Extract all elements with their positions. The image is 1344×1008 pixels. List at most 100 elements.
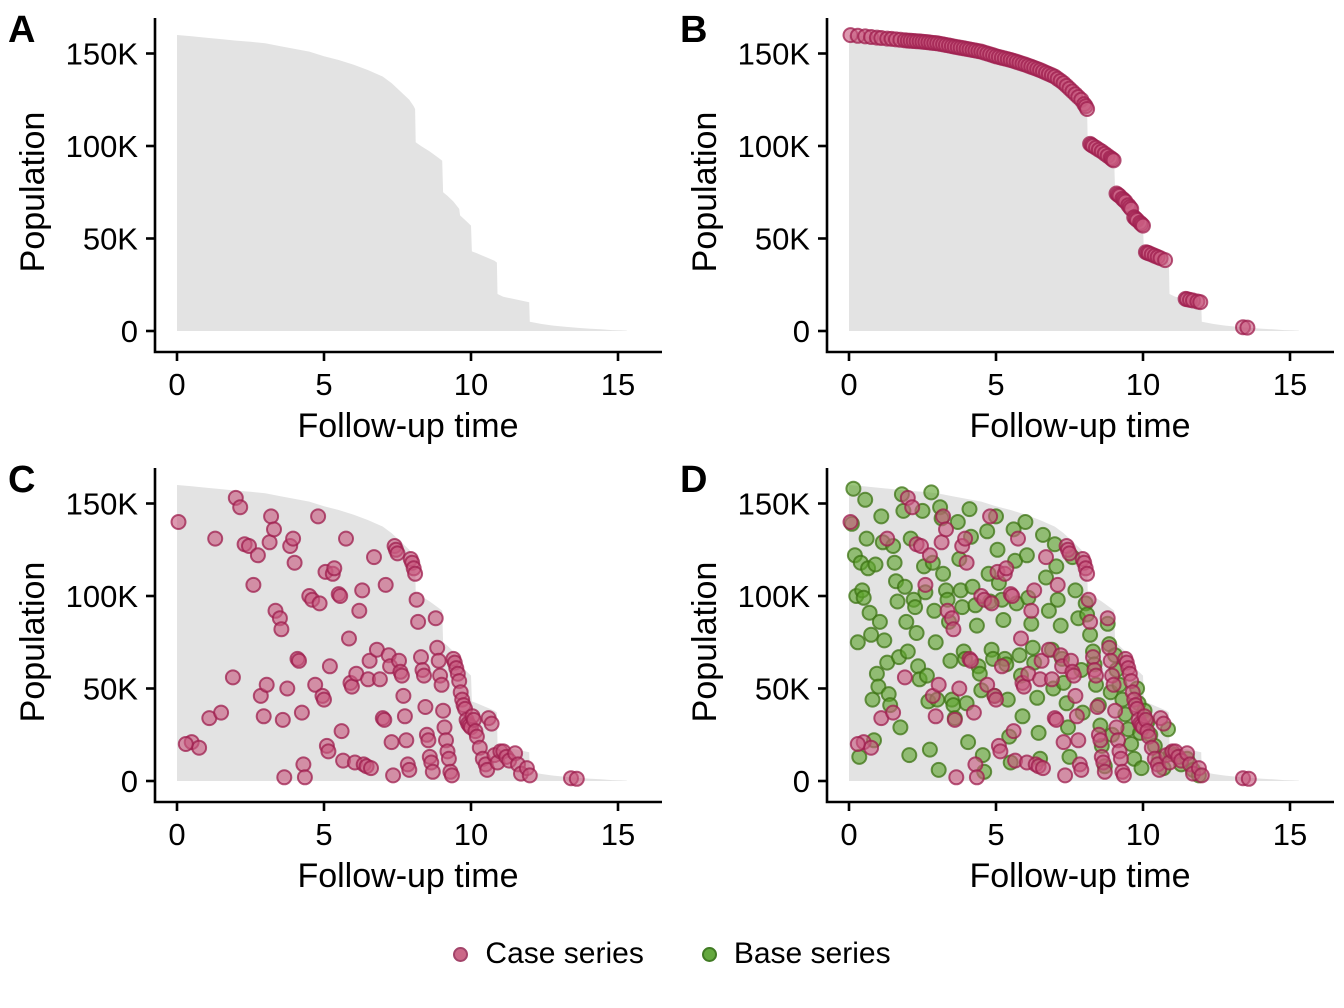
base-point bbox=[851, 748, 868, 765]
case-point bbox=[968, 769, 985, 786]
case-point bbox=[1240, 770, 1257, 787]
case-point bbox=[363, 760, 379, 777]
base-point bbox=[855, 589, 872, 606]
base-point bbox=[898, 613, 915, 630]
case-point bbox=[945, 621, 962, 638]
y-tick-label: 150K bbox=[738, 37, 811, 72]
x-tick-label: 15 bbox=[601, 367, 635, 402]
case-point bbox=[395, 687, 412, 704]
case-point bbox=[879, 530, 896, 547]
case-point bbox=[1080, 591, 1097, 608]
case-point bbox=[1035, 760, 1051, 777]
case-point bbox=[1068, 708, 1085, 725]
base-point bbox=[968, 617, 985, 634]
base-point bbox=[864, 691, 881, 708]
case-point bbox=[1010, 530, 1026, 547]
case-point bbox=[443, 767, 460, 784]
case-point bbox=[982, 508, 999, 525]
case-point bbox=[1038, 549, 1054, 566]
x-tick-label: 15 bbox=[1273, 367, 1307, 402]
base-point bbox=[1011, 647, 1028, 664]
case-point bbox=[1026, 582, 1043, 599]
legend-label-case-series: Case series bbox=[485, 937, 644, 970]
case-point bbox=[361, 652, 378, 669]
x-axis-title: Follow-up time bbox=[969, 857, 1190, 895]
axis-lines bbox=[825, 468, 1334, 804]
case-point bbox=[377, 576, 394, 593]
case-point bbox=[261, 534, 278, 551]
case-point bbox=[1108, 719, 1125, 736]
case-point bbox=[1079, 565, 1096, 582]
case-point bbox=[1057, 767, 1074, 784]
case-point bbox=[224, 669, 241, 686]
x-tick-label: 5 bbox=[987, 817, 1004, 852]
case-point bbox=[1096, 763, 1113, 780]
case-point bbox=[904, 499, 921, 516]
x-tick-label: 15 bbox=[1273, 817, 1307, 852]
y-tick-label: 100K bbox=[66, 129, 139, 164]
base-point bbox=[942, 652, 959, 669]
x-tick-label: 0 bbox=[168, 367, 185, 402]
panel-letter-C: C bbox=[8, 459, 35, 501]
case-point bbox=[1157, 252, 1174, 269]
x-tick-label: 10 bbox=[454, 367, 488, 402]
case-point bbox=[1112, 750, 1129, 767]
case-point bbox=[285, 530, 302, 547]
case-point bbox=[316, 691, 332, 708]
x-tick-label: 0 bbox=[168, 817, 185, 852]
base-point bbox=[1035, 526, 1051, 543]
case-point bbox=[320, 743, 337, 760]
case-point bbox=[341, 630, 357, 647]
case-point bbox=[1070, 732, 1087, 749]
case-point bbox=[396, 708, 413, 725]
case-point bbox=[401, 761, 418, 778]
case-point bbox=[430, 652, 447, 669]
case-point bbox=[930, 676, 947, 693]
case-point bbox=[1085, 649, 1101, 666]
base-point bbox=[1030, 724, 1047, 741]
case-point bbox=[927, 708, 944, 725]
case-series-marker-icon bbox=[453, 946, 469, 962]
axis-lines bbox=[153, 18, 662, 354]
case-point bbox=[1033, 652, 1050, 669]
case-point bbox=[389, 545, 406, 562]
case-point bbox=[177, 736, 194, 752]
axis-lines bbox=[153, 468, 662, 804]
case-point bbox=[896, 669, 913, 686]
case-point bbox=[255, 708, 272, 725]
base-series-marker-icon bbox=[701, 946, 717, 962]
base-point bbox=[863, 626, 880, 643]
plot-A: A 0 5 10 15 0 50K 100K 150K Follow-up time Populat… bbox=[8, 9, 662, 445]
base-point bbox=[971, 665, 988, 682]
case-point bbox=[1073, 761, 1090, 778]
panel-A: A 0 5 10 15 0 50K 100K 150K Follow-up time Populat… bbox=[0, 0, 672, 450]
case-point bbox=[1135, 217, 1151, 234]
base-point bbox=[945, 697, 962, 714]
case-point bbox=[988, 691, 1004, 708]
base-point bbox=[921, 741, 938, 758]
case-point bbox=[343, 678, 360, 695]
case-point bbox=[933, 534, 950, 551]
base-point bbox=[961, 501, 978, 518]
case-point bbox=[408, 591, 425, 608]
y-tick-label: 0 bbox=[793, 764, 810, 799]
case-point bbox=[274, 711, 291, 728]
case-point bbox=[410, 613, 427, 630]
case-point bbox=[1115, 767, 1132, 784]
case-point bbox=[385, 767, 402, 784]
base-point bbox=[1048, 558, 1065, 575]
case-point bbox=[1192, 294, 1209, 311]
case-point bbox=[286, 554, 303, 571]
case-point bbox=[427, 610, 444, 627]
base-point bbox=[1014, 708, 1031, 725]
y-axis-title: Population bbox=[14, 112, 52, 273]
base-point bbox=[857, 491, 874, 508]
base-point bbox=[871, 613, 888, 630]
case-point bbox=[1099, 610, 1116, 627]
case-point bbox=[213, 704, 230, 721]
case-point bbox=[1043, 671, 1060, 688]
case-point bbox=[963, 652, 979, 669]
case-point bbox=[1088, 667, 1104, 684]
plot-B: B 0 5 10 15 0 50K 100K 150K Follow-up time Populat… bbox=[680, 9, 1334, 445]
